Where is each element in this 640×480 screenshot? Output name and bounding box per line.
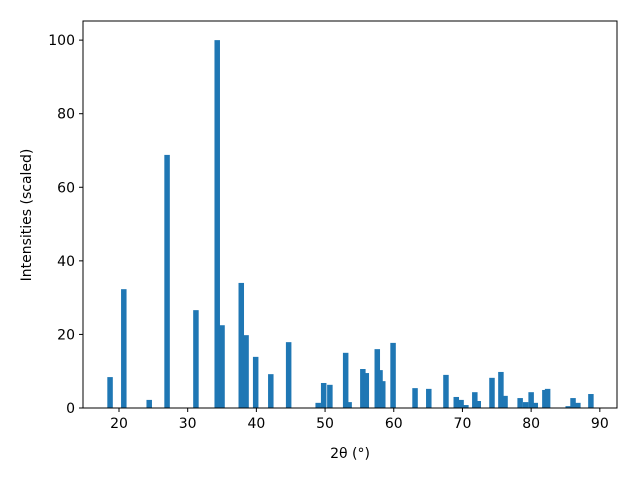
bar <box>285 342 292 408</box>
bar <box>193 310 199 408</box>
x-tick-label: 90 <box>591 416 609 432</box>
y-axis-label: Intensities (scaled) <box>19 149 35 282</box>
y-tick-label: 20 <box>57 327 75 343</box>
bar <box>426 388 432 408</box>
bar <box>565 406 571 408</box>
bar <box>472 392 478 408</box>
bar <box>412 388 418 408</box>
y-tick-label: 60 <box>57 180 75 196</box>
y-tick-label: 40 <box>57 254 75 270</box>
x-tick-label: 60 <box>385 416 403 432</box>
x-tick-label: 80 <box>522 416 540 432</box>
bar <box>517 398 523 408</box>
bar <box>214 40 220 409</box>
bar <box>502 395 508 408</box>
bar <box>360 369 366 408</box>
bar <box>588 394 594 408</box>
y-tick-label: 0 <box>66 401 75 417</box>
bar <box>498 371 504 408</box>
bar <box>463 405 469 408</box>
bar <box>522 402 529 408</box>
x-axis-label: 2θ (°) <box>330 446 370 462</box>
plot-frame <box>82 20 618 409</box>
bar <box>346 402 352 408</box>
bar <box>107 377 113 408</box>
x-tick-label: 30 <box>179 416 197 432</box>
bar <box>238 282 245 408</box>
bar <box>475 401 481 408</box>
bar <box>532 402 539 408</box>
bar <box>489 377 495 408</box>
bar <box>528 392 534 408</box>
bar <box>146 399 152 408</box>
x-tick-label: 50 <box>316 416 334 432</box>
bar <box>544 388 551 408</box>
bar <box>380 381 386 408</box>
bar <box>252 356 259 408</box>
bar <box>121 289 127 408</box>
bar <box>268 374 274 408</box>
bar <box>327 384 333 408</box>
bar <box>164 154 170 408</box>
bar <box>243 335 249 408</box>
bar <box>575 402 581 408</box>
bar <box>458 399 464 408</box>
bar <box>570 398 576 408</box>
bar <box>453 396 460 408</box>
bar <box>219 325 225 408</box>
y-tick-label: 80 <box>57 107 75 123</box>
bar <box>390 342 396 408</box>
x-tick-label: 20 <box>110 416 128 432</box>
bar <box>342 352 349 408</box>
bar <box>315 402 321 408</box>
x-tick-label: 70 <box>454 416 472 432</box>
y-tick-label: 100 <box>48 33 75 49</box>
bar <box>443 374 449 408</box>
x-tick-label: 40 <box>247 416 265 432</box>
bar <box>320 382 327 408</box>
bar <box>363 373 370 408</box>
